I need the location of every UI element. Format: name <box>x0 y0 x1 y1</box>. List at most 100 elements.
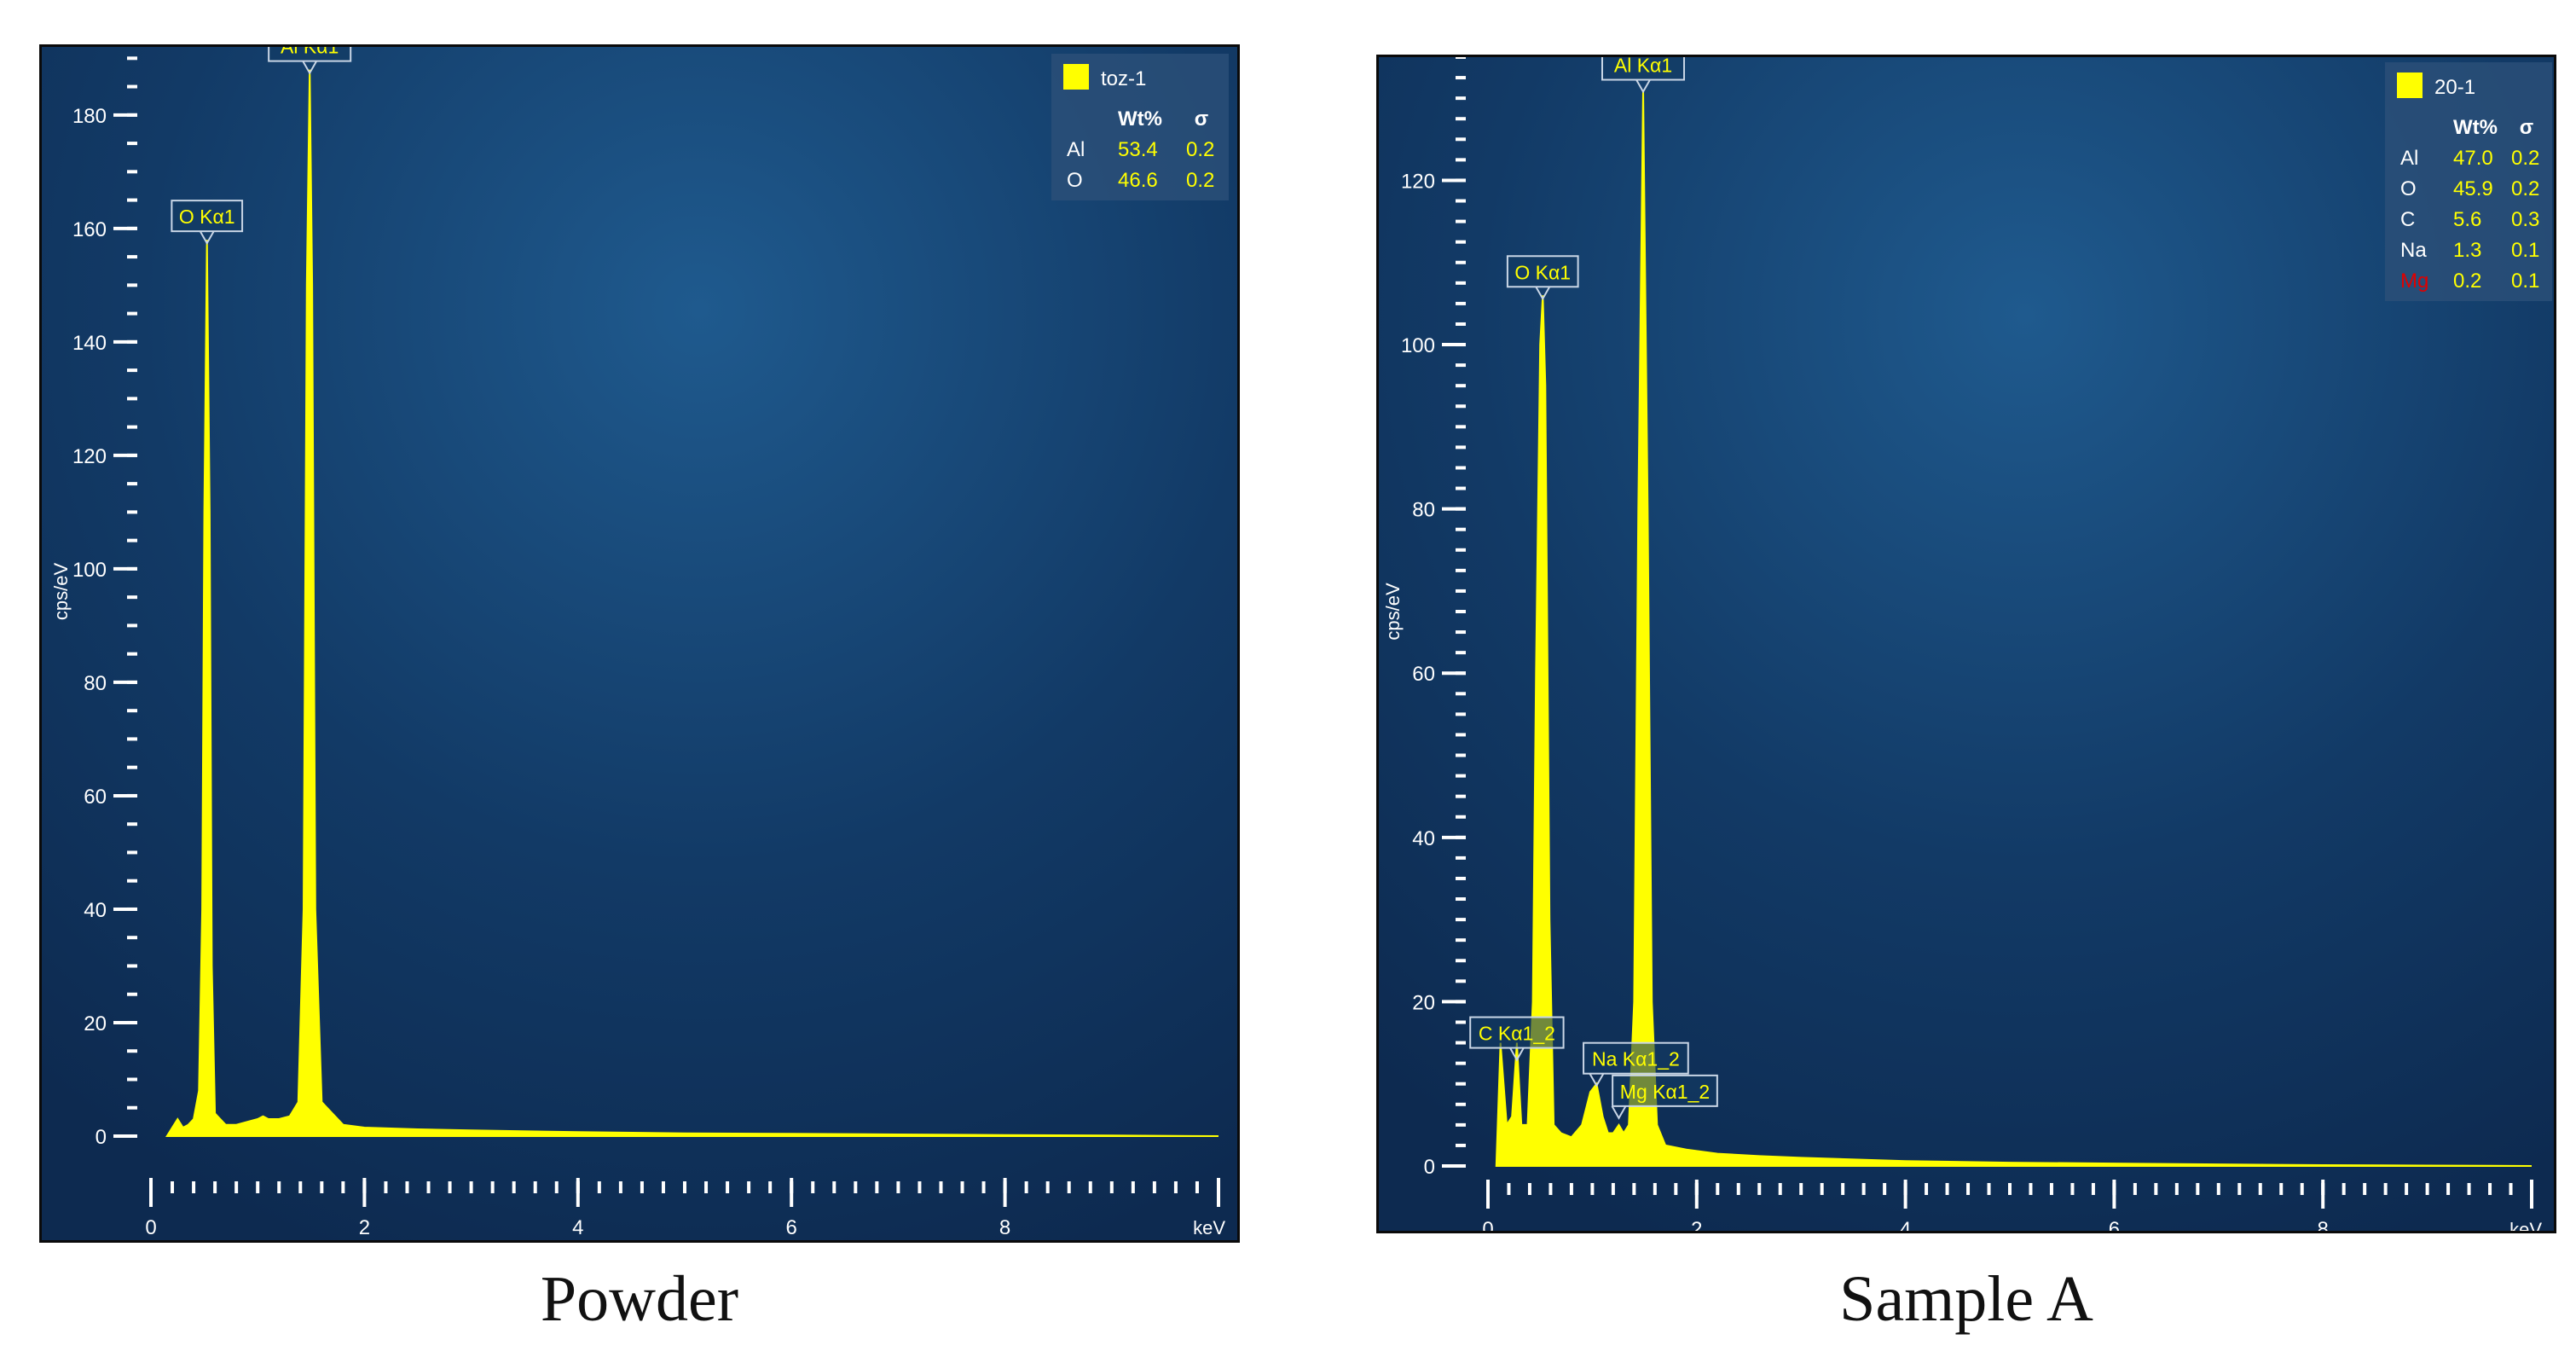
peak-label-pointer <box>1635 79 1651 94</box>
legend-swatch <box>1063 64 1089 90</box>
y-tick-label: 100 <box>1401 334 1435 357</box>
peak-label: Al Kα1 <box>1601 57 1686 94</box>
peak-label-text: Na Kα1_2 <box>1592 1048 1680 1070</box>
peak-label-text: O Kα1 <box>179 206 235 228</box>
legend-header-wt: Wt% <box>1118 107 1162 130</box>
peak-label-box <box>1612 1074 1718 1107</box>
legend-row-wt: 53.4 <box>1118 138 1158 161</box>
legend-row-element: Al <box>1067 138 1085 161</box>
legend-row-element: O <box>2400 177 2417 200</box>
legend-box <box>2385 62 2552 301</box>
chart-caption: Sample A <box>1839 1263 2093 1335</box>
plot-background <box>1379 57 2554 1231</box>
x-tick-label: 2 <box>1691 1218 1702 1231</box>
x-tick-label: 4 <box>572 1216 583 1239</box>
peak-label-text: C Kα1_2 <box>1479 1023 1555 1045</box>
legend-row-wt: 47.0 <box>2453 147 2493 170</box>
y-tick-label: 40 <box>1412 827 1435 850</box>
legend-row-sigma: 0.1 <box>2511 239 2539 262</box>
peak-label-text: Al Kα1 <box>281 47 339 58</box>
peak-label: Al Kα1 <box>268 47 352 75</box>
legend-row-sigma: 0.3 <box>2511 208 2539 231</box>
peak-label-pointer <box>199 230 215 246</box>
x-tick-label: 2 <box>359 1216 370 1239</box>
spectrum-area <box>165 69 1219 1137</box>
legend-row-element: Mg <box>2400 270 2428 293</box>
y-tick-label: 140 <box>72 332 107 355</box>
legend-header-sigma: σ <box>1195 107 1208 130</box>
peak-label-box <box>1506 255 1579 288</box>
peak-label-pointer <box>1535 286 1551 301</box>
x-tick-label: 6 <box>2109 1218 2120 1231</box>
spectrum-plot-svg: 0 20 40 60 80 100 120 140 160 180 cps/eV 0 2 4 6 8 keV O … <box>42 47 1237 1240</box>
y-tick-label: 120 <box>1401 170 1435 193</box>
legend-row-sigma: 0.2 <box>1186 169 1214 192</box>
x-tick-label: 8 <box>2318 1218 2329 1231</box>
spectrum-chart: 0 20 40 60 80 100 120 140 160 180 cps/eV 0 2 4 6 8 keV O … <box>39 44 1240 1243</box>
peak-label-pointer <box>1611 1105 1627 1120</box>
chart-panel-sample-a: 0 20 40 60 80 100 120 cps/eV 0 2 4 6 8 keV C Kα1_2 O Kα… <box>1288 0 2576 1363</box>
y-tick-label: 180 <box>72 105 107 128</box>
peak-label-box <box>1583 1041 1689 1075</box>
peak-label: C Kα1_2 <box>1469 1016 1565 1062</box>
legend-row-element: C <box>2400 208 2415 231</box>
legend: 20-1 Wt% σ Al 47.0 0.2 O 45.9 0.2 C 5.6 0.3 Na 1.3 0.1… <box>2385 62 2552 301</box>
peak-label-pointer <box>302 61 318 75</box>
y-tick-label: 20 <box>1412 991 1435 1014</box>
y-tick-label: 80 <box>1412 499 1435 522</box>
x-tick-label: 4 <box>1900 1218 1911 1231</box>
peak-label-text: O Kα1 <box>1514 261 1571 283</box>
peak-label-box <box>1469 1016 1565 1049</box>
legend-row-sigma: 0.1 <box>2511 270 2539 293</box>
legend-row-element: O <box>1067 169 1083 192</box>
y-tick-label: 0 <box>96 1126 107 1149</box>
chart-caption: Powder <box>540 1263 739 1335</box>
y-tick-label: 120 <box>72 445 107 468</box>
peak-label: Mg Kα1_2 <box>1611 1074 1718 1120</box>
legend-swatch <box>2397 72 2423 98</box>
peak-label-box <box>268 47 352 62</box>
x-axis-unit: keV <box>1193 1217 1225 1238</box>
legend-row-wt: 1.3 <box>2453 239 2481 262</box>
peak-label-pointer <box>1589 1073 1605 1088</box>
x-tick-label: 6 <box>786 1216 797 1239</box>
legend-sample-name: toz-1 <box>1101 67 1146 90</box>
spectrum-plot-svg: 0 20 40 60 80 100 120 cps/eV 0 2 4 6 8 keV C Kα1_2 O Kα… <box>1379 57 2554 1231</box>
legend-row-element: Na <box>2400 239 2427 262</box>
spectrum-chart: 0 20 40 60 80 100 120 cps/eV 0 2 4 6 8 keV C Kα1_2 O Kα… <box>1376 55 2556 1233</box>
x-tick-label: 8 <box>999 1216 1010 1239</box>
legend-sample-name: 20-1 <box>2434 76 2475 99</box>
peak-label: O Kα1 <box>171 200 244 246</box>
peak-label-text: Mg Kα1_2 <box>1620 1081 1710 1103</box>
legend-header-sigma: σ <box>2520 116 2533 139</box>
peak-label-box <box>1601 57 1686 81</box>
legend-row-wt: 46.6 <box>1118 169 1158 192</box>
legend: toz-1 Wt% σ Al 53.4 0.2 O 46.6 0.2 <box>1051 54 1229 200</box>
y-tick-label: 80 <box>84 672 107 695</box>
chart-panel-powder: 0 20 40 60 80 100 120 140 160 180 cps/eV 0 2 4 6 8 keV O … <box>39 44 1240 1335</box>
y-tick-label: 160 <box>72 218 107 241</box>
x-axis-unit: keV <box>2509 1219 2542 1231</box>
legend-row-element: Al <box>2400 147 2418 170</box>
plot-background <box>42 47 1237 1240</box>
y-axis-label: cps/eV <box>1382 583 1404 641</box>
x-tick-label: 0 <box>145 1216 156 1239</box>
x-tick-label: 0 <box>1482 1218 1493 1231</box>
peak-label-box <box>171 200 244 233</box>
peak-label-text: Al Kα1 <box>1614 57 1672 77</box>
legend-row-wt: 45.9 <box>2453 177 2493 200</box>
y-tick-label: 100 <box>72 559 107 582</box>
y-tick-label: 60 <box>84 786 107 809</box>
legend-row-sigma: 0.2 <box>1186 138 1214 161</box>
y-tick-label: 40 <box>84 899 107 922</box>
y-tick-label: 60 <box>1412 663 1435 686</box>
legend-row-wt: 0.2 <box>2453 270 2481 293</box>
y-axis-label: cps/eV <box>50 563 72 621</box>
peak-label: O Kα1 <box>1506 255 1579 301</box>
legend-header-wt: Wt% <box>2453 116 2498 139</box>
legend-row-sigma: 0.2 <box>2511 177 2539 200</box>
legend-row-wt: 5.6 <box>2453 208 2481 231</box>
peak-label: Na Kα1_2 <box>1583 1041 1689 1088</box>
spectrum-area <box>1495 90 2533 1167</box>
legend-row-sigma: 0.2 <box>2511 147 2539 170</box>
